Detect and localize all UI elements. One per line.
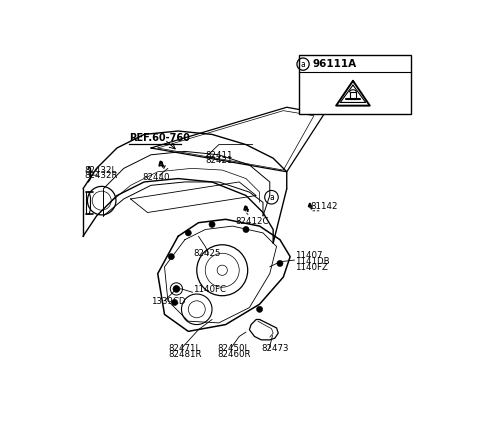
Text: 81142: 81142 bbox=[311, 202, 338, 211]
Circle shape bbox=[243, 226, 249, 232]
Text: 82432R: 82432R bbox=[84, 171, 118, 180]
Text: 82432L: 82432L bbox=[84, 166, 117, 175]
Text: 82460R: 82460R bbox=[217, 350, 251, 359]
Text: 82421: 82421 bbox=[205, 156, 233, 165]
Text: 1141DB: 1141DB bbox=[295, 257, 330, 266]
Text: 1140FC: 1140FC bbox=[193, 285, 227, 294]
Text: 82412C: 82412C bbox=[236, 217, 269, 226]
Text: 82471L: 82471L bbox=[168, 344, 200, 353]
Text: a: a bbox=[269, 193, 274, 202]
Text: 1339CD: 1339CD bbox=[151, 297, 185, 306]
Text: 11407: 11407 bbox=[295, 251, 323, 260]
Text: 82425: 82425 bbox=[193, 249, 221, 258]
Circle shape bbox=[209, 221, 215, 228]
Circle shape bbox=[173, 285, 180, 292]
Text: 82481R: 82481R bbox=[168, 350, 202, 359]
Circle shape bbox=[185, 230, 192, 236]
Circle shape bbox=[168, 254, 174, 260]
Circle shape bbox=[172, 299, 178, 306]
Text: 82440: 82440 bbox=[143, 173, 170, 182]
Text: a: a bbox=[300, 60, 305, 69]
Text: 1140FZ: 1140FZ bbox=[295, 262, 328, 272]
Text: 82411: 82411 bbox=[205, 151, 233, 160]
Text: 96111A: 96111A bbox=[312, 59, 356, 69]
Circle shape bbox=[256, 306, 263, 312]
Text: 82450L: 82450L bbox=[217, 344, 250, 353]
Text: REF.60-760: REF.60-760 bbox=[129, 133, 190, 143]
Text: 82473: 82473 bbox=[261, 344, 289, 353]
FancyBboxPatch shape bbox=[299, 55, 411, 114]
Circle shape bbox=[277, 260, 283, 266]
